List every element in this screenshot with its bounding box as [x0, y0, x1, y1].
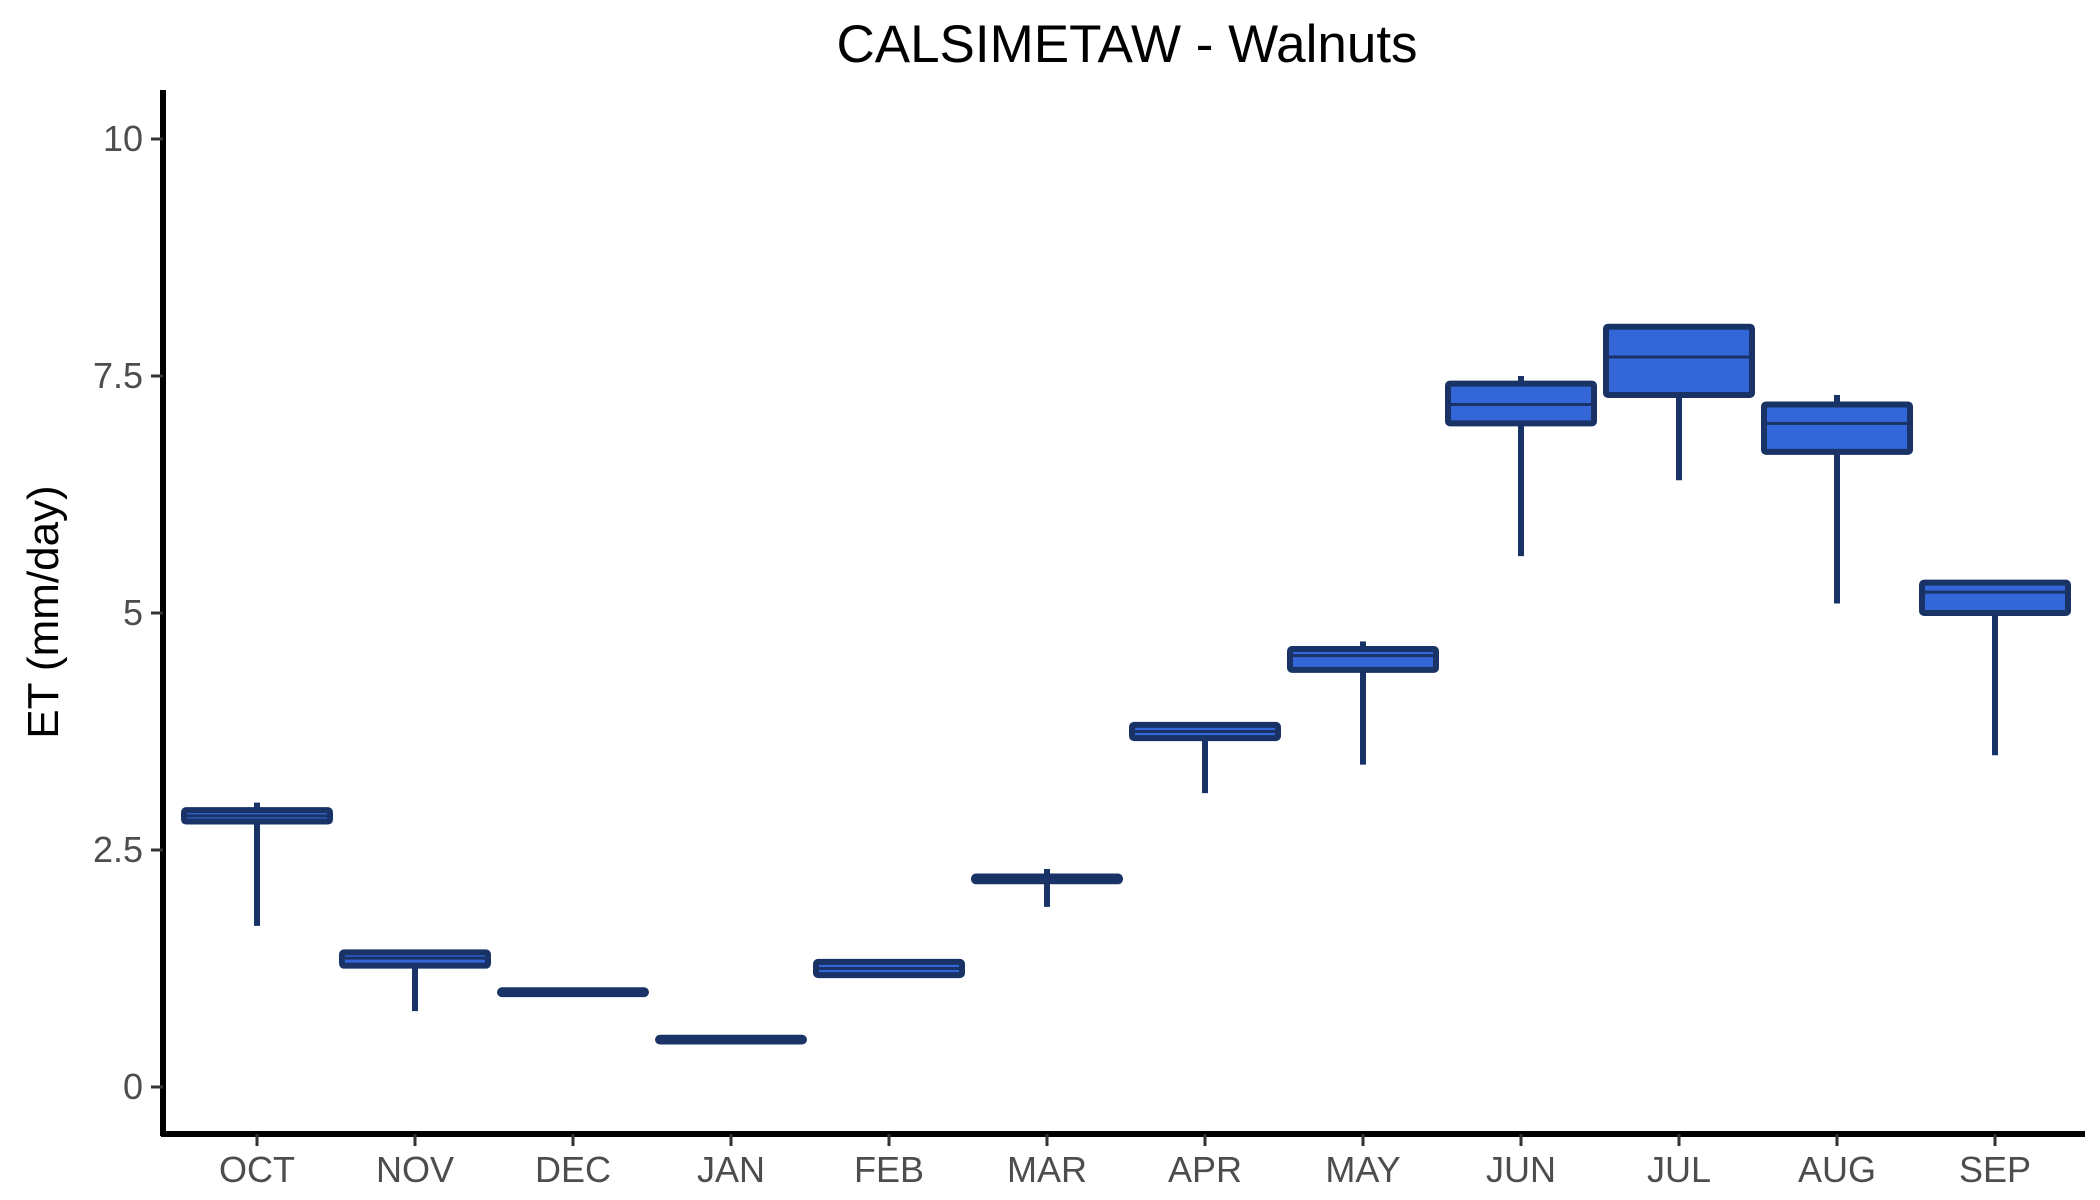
x-tick-label-nov: NOV [376, 1149, 454, 1190]
iqr-box-jul [1603, 323, 1755, 398]
x-tick-label-mar: MAR [1007, 1149, 1087, 1190]
x-tick-label-feb: FEB [854, 1149, 924, 1190]
x-tick-label-aug: AUG [1798, 1149, 1876, 1190]
y-tick-label: 2.5 [93, 829, 143, 870]
iqr-box-may [1287, 646, 1439, 673]
box-dec [497, 987, 649, 998]
x-tick-label-jun: JUN [1486, 1149, 1556, 1190]
box-jun [1445, 376, 1597, 557]
box-oct [181, 802, 333, 926]
box-nov [339, 949, 491, 1012]
x-tick-label-oct: OCT [219, 1149, 295, 1190]
box-sep [1919, 579, 2071, 756]
x-tick-label-dec: DEC [535, 1149, 611, 1190]
x-tick-label-jan: JAN [697, 1149, 765, 1190]
x-tick-label-sep: SEP [1959, 1149, 2031, 1190]
y-tick-label: 5 [123, 592, 143, 633]
x-tick-label-jul: JUL [1647, 1149, 1711, 1190]
iqr-box-aug [1761, 401, 1913, 455]
y-tick-label: 7.5 [93, 355, 143, 396]
box-apr [1129, 721, 1281, 794]
box-mar [971, 868, 1123, 907]
y-tick-label: 10 [103, 118, 143, 159]
chart-title: CALSIMETAW - Walnuts [836, 15, 1417, 74]
y-tick-label: 0 [123, 1066, 143, 1107]
ticks-layer: 0 2.5 5 7.5 10 OCT NOV DEC JAN FEB MAR APR MAY JUN JUL… [93, 118, 2031, 1190]
box-jul [1603, 323, 1755, 481]
y-axis-label: ET (mm/day) [19, 485, 68, 738]
box-feb [813, 958, 965, 979]
x-tick-label-may: MAY [1325, 1149, 1400, 1190]
x-tick-label-apr: APR [1168, 1149, 1242, 1190]
boxes-layer [181, 323, 2071, 1045]
box-aug [1761, 394, 1913, 604]
axes-layer [160, 90, 2085, 1137]
box-may [1287, 641, 1439, 765]
box-jan [655, 1034, 807, 1045]
iqr-box-sep [1919, 579, 2071, 617]
